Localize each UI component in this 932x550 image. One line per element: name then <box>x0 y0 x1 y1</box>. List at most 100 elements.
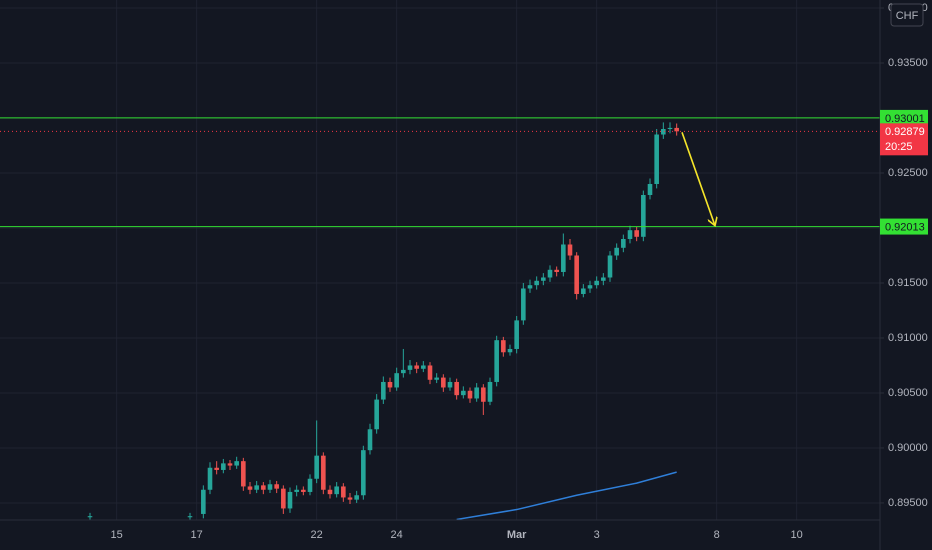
candle-body <box>247 486 253 490</box>
y-tick-label: 0.90000 <box>888 442 928 454</box>
candle-body <box>221 463 226 470</box>
x-tick-label: 24 <box>391 529 403 541</box>
candle-body <box>541 277 546 281</box>
candle-body <box>341 486 346 498</box>
y-tick-label: 0.90500 <box>888 387 928 399</box>
moving-average <box>456 471 677 520</box>
candle-body <box>501 340 506 353</box>
candle-body <box>547 269 553 278</box>
level-label: 0.93001 <box>885 113 925 125</box>
candle-body <box>521 288 526 321</box>
candle-body <box>661 129 666 135</box>
candle-body <box>207 467 213 490</box>
candle-body <box>227 463 233 466</box>
y-tick-label: 0.91000 <box>888 332 928 344</box>
candle-body <box>307 478 313 492</box>
currency[interactable]: CHF <box>896 10 919 22</box>
candle-body <box>467 390 473 399</box>
grid <box>0 0 880 520</box>
candle-body <box>507 348 513 353</box>
candle-body <box>494 340 499 382</box>
candle-body <box>587 285 593 289</box>
candle-body <box>554 269 559 272</box>
x-tick-label: 3 <box>594 529 600 541</box>
x-tick-label: Mar <box>507 529 527 541</box>
x-tick-label: 10 <box>791 529 803 541</box>
candle-body <box>187 516 193 518</box>
candle-body <box>634 230 639 237</box>
arrow <box>681 132 715 224</box>
candle-body <box>354 495 359 500</box>
current-price-label: 0.92879 <box>885 126 925 138</box>
candle-body <box>454 381 459 396</box>
candle-body <box>474 387 479 399</box>
candle-body <box>641 195 646 237</box>
candle-body <box>514 320 519 349</box>
candle-body <box>367 429 373 451</box>
candle-body <box>414 365 419 369</box>
candle-body <box>301 489 306 492</box>
candle-body <box>374 399 379 430</box>
candle-body <box>274 484 279 489</box>
plot-area <box>0 117 880 520</box>
y-tick-label: 0.93500 <box>888 57 928 69</box>
candle-body <box>214 467 219 470</box>
candle-body <box>407 365 413 370</box>
candle-body <box>601 277 606 281</box>
candle-body <box>434 377 439 380</box>
candle-body <box>481 387 486 402</box>
candle-body <box>421 365 426 369</box>
x-tick-label: 22 <box>311 529 323 541</box>
candle-body <box>401 369 406 374</box>
currency-box[interactable] <box>890 3 924 27</box>
candle-body <box>234 461 239 466</box>
level-label-box <box>880 218 928 235</box>
candle-body <box>614 247 619 256</box>
candle-body <box>607 255 613 278</box>
candle-body <box>527 285 533 289</box>
x-tick-label: 15 <box>111 529 123 541</box>
candle-body <box>314 455 319 479</box>
candle-body <box>241 461 246 487</box>
y-tick-label: 0.91500 <box>888 277 928 289</box>
candle-body <box>574 255 579 294</box>
candle-body <box>654 134 659 185</box>
candle-body <box>381 381 386 400</box>
candle-body <box>334 486 339 495</box>
candle-body <box>394 373 399 388</box>
candle-body <box>321 455 326 490</box>
x-tick-label: 8 <box>714 529 720 541</box>
candle-body <box>674 127 679 132</box>
candle-body <box>627 230 633 239</box>
candle-body <box>594 280 599 286</box>
current-price-box <box>880 123 928 156</box>
candle-body <box>87 516 93 518</box>
candle-body <box>447 381 453 388</box>
candle-body <box>621 238 626 248</box>
level-label-box <box>880 109 928 126</box>
x-tick-label: 17 <box>191 529 203 541</box>
candle-body <box>347 497 353 500</box>
candle-body <box>387 381 393 388</box>
candle-body <box>287 491 293 509</box>
candle-body <box>201 489 206 514</box>
candle-body <box>567 244 573 256</box>
candle-body <box>561 244 566 272</box>
candle-body <box>581 288 586 294</box>
candle-body <box>427 365 433 380</box>
candle-body <box>441 377 446 388</box>
candle-body <box>487 381 493 402</box>
candle-body <box>261 485 266 490</box>
candle-body <box>327 489 333 495</box>
y-tick-label: 0.89500 <box>888 497 928 509</box>
countdown: 20:25 <box>885 141 913 153</box>
candle-body <box>254 485 259 490</box>
candle-body <box>267 484 273 490</box>
candle-body <box>294 489 299 492</box>
level-label: 0.92013 <box>885 221 925 233</box>
candle-body <box>667 127 673 130</box>
candle-body <box>361 450 366 496</box>
